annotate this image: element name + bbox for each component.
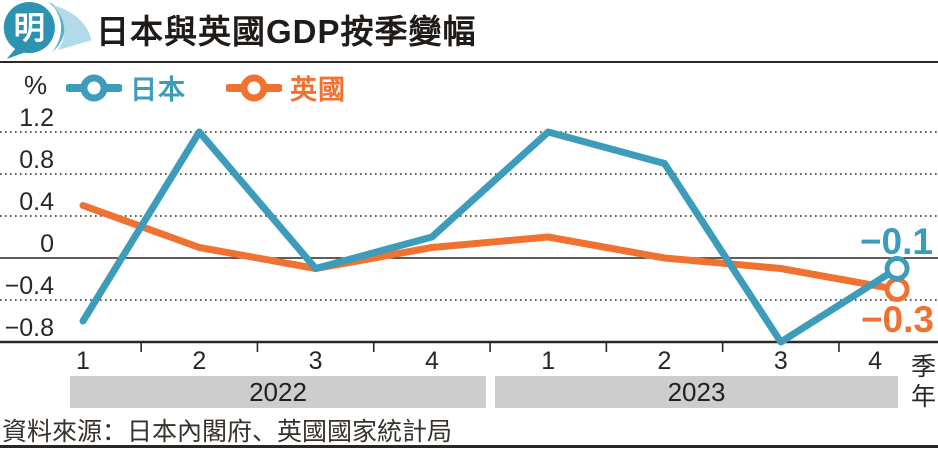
y-tick-label: −0.8 <box>4 314 54 342</box>
y-tick-label: 0.8 <box>19 146 54 174</box>
logo-swoosh-light <box>51 4 92 51</box>
logo-character: 明 <box>14 10 45 45</box>
y-tick-label: 1.2 <box>19 104 54 132</box>
x-axis-quarter-label: 季 <box>910 353 936 381</box>
x-axis-year-label: 年 <box>910 383 936 411</box>
y-tick-label: 0.4 <box>19 188 54 216</box>
legend-item-uk: 英國 <box>226 68 346 107</box>
logo-bubble <box>3 1 55 54</box>
x-tick-label: 4 <box>424 347 439 375</box>
y-axis-unit-label: % <box>24 70 48 100</box>
legend-label-japan: 日本 <box>130 75 186 105</box>
uk-data-line <box>79 202 901 293</box>
year-band-2022: 2022 <box>70 376 486 408</box>
header-divider <box>0 61 938 63</box>
legend-label-uk: 英國 <box>290 75 346 105</box>
mingpao-logo: 明 <box>3 1 92 60</box>
x-tick-label: 2 <box>657 347 672 375</box>
uk-end-value-label: −0.3 <box>860 299 934 340</box>
source-note: 資料來源：日本內閣府、英國國家統計局 <box>2 418 453 446</box>
logo-bubble-tail <box>6 47 29 60</box>
japan-line-marker-icon <box>66 74 122 101</box>
x-tick-label: 3 <box>773 347 788 375</box>
japan-data-line <box>79 128 901 346</box>
y-tick-label: −0.4 <box>4 272 54 300</box>
y-tick-label: 0 <box>40 230 54 258</box>
x-tick-label: 2 <box>192 347 207 375</box>
japan-last-point-marker <box>884 256 910 281</box>
legend-item-japan: 日本 <box>66 68 186 107</box>
year-band-2023: 2023 <box>495 376 898 408</box>
uk-last-point-marker <box>884 277 910 302</box>
bottom-divider <box>0 445 938 448</box>
x-tick-label: 1 <box>76 347 90 375</box>
japan-end-value-label: −0.1 <box>859 221 933 262</box>
x-tick-label: 4 <box>868 347 883 375</box>
x-tick-label: 1 <box>541 347 556 375</box>
page-title: 日本與英國GDP按季變幅 <box>96 13 477 50</box>
uk-line-marker-icon <box>226 74 282 101</box>
x-tick-label: 3 <box>308 347 323 375</box>
